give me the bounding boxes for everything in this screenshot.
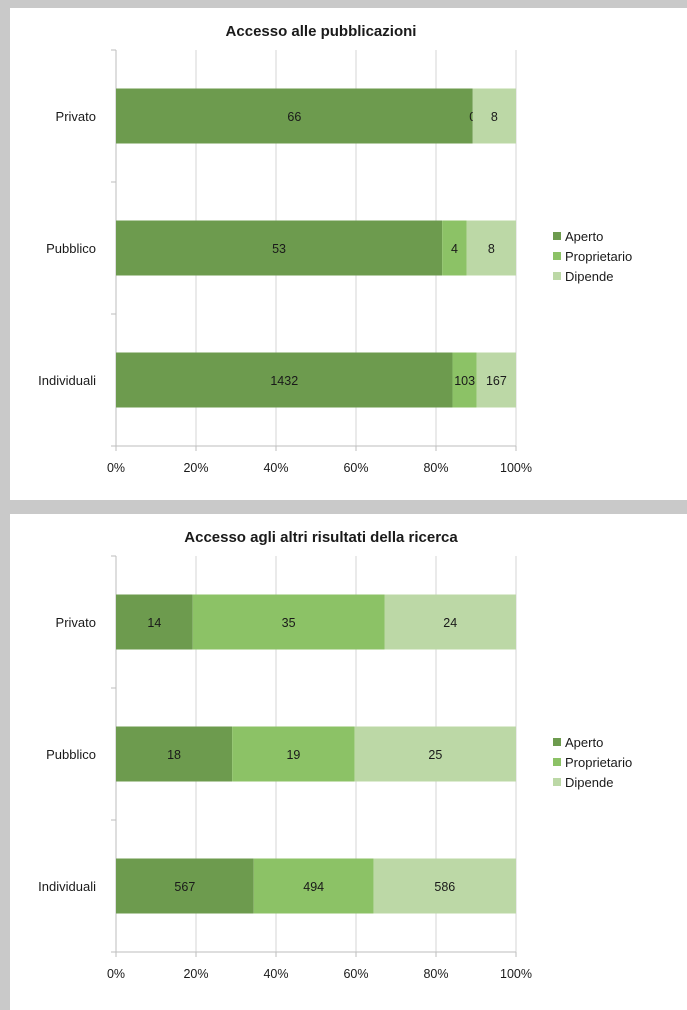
- bar-segment-proprietario: [442, 220, 467, 276]
- data-label: 8: [491, 110, 498, 124]
- data-label: 8: [488, 242, 495, 256]
- legend-label: Dipende: [565, 775, 613, 790]
- legend-swatch: [553, 758, 561, 766]
- data-label: 1432: [270, 374, 298, 388]
- legend-swatch: [553, 252, 561, 260]
- x-tick-label: 40%: [263, 967, 288, 981]
- legend-swatch: [553, 272, 561, 280]
- bar-segment-aperto: [116, 726, 233, 782]
- data-label: 567: [174, 880, 195, 894]
- x-tick-label: 0%: [107, 461, 125, 475]
- legend-label: Dipende: [565, 269, 613, 284]
- legend-swatch: [553, 232, 561, 240]
- bar-segment-dipende: [373, 858, 516, 914]
- data-label: 35: [282, 616, 296, 630]
- data-label: 14: [147, 616, 161, 630]
- data-label: 66: [287, 110, 301, 124]
- x-tick-label: 100%: [500, 461, 532, 475]
- x-tick-label: 100%: [500, 967, 532, 981]
- bar-segment-aperto: [116, 88, 473, 144]
- x-tick-label: 60%: [343, 967, 368, 981]
- chart-title: Accesso alle pubblicazioni: [226, 23, 417, 40]
- chart-publications: Accesso alle pubblicazioni 0% 20% 40% 60% 80%…: [38, 23, 632, 475]
- legend-swatch: [553, 738, 561, 746]
- legend-label: Proprietario: [565, 249, 632, 264]
- chart-panel-publications: Accesso alle pubblicazioni 0% 20% 40% 60% 80%…: [10, 8, 687, 500]
- x-tick-label: 80%: [423, 461, 448, 475]
- category-label: Pubblico: [46, 241, 96, 256]
- category-label: Privato: [56, 109, 96, 124]
- x-tick-label: 40%: [263, 461, 288, 475]
- bar-segment-dipende: [472, 88, 516, 144]
- bar-segment-dipende: [466, 220, 516, 276]
- data-label: 53: [272, 242, 286, 256]
- data-label: 167: [486, 374, 507, 388]
- bar-segment-proprietario: [232, 726, 355, 782]
- bar-segment-dipende: [476, 352, 516, 408]
- category-label: Individuali: [38, 879, 96, 894]
- data-label: 4: [451, 242, 458, 256]
- chart-title: Accesso agli altri risultati della ricer…: [184, 529, 458, 546]
- data-label: 24: [443, 616, 457, 630]
- bar-segment-proprietario: [452, 352, 477, 408]
- legend-label: Proprietario: [565, 755, 632, 770]
- legend-label: Aperto: [565, 735, 603, 750]
- x-tick-label: 20%: [183, 967, 208, 981]
- bar-segment-aperto: [116, 858, 254, 914]
- data-label: 25: [428, 748, 442, 762]
- category-label: Pubblico: [46, 747, 96, 762]
- data-label: 18: [167, 748, 181, 762]
- bar-segment-dipende: [354, 726, 516, 782]
- data-label: 494: [303, 880, 324, 894]
- legend-label: Aperto: [565, 229, 603, 244]
- x-tick-label: 60%: [343, 461, 368, 475]
- bar-segment-proprietario: [253, 858, 374, 914]
- bar-segment-aperto: [116, 594, 193, 650]
- category-label: Privato: [56, 615, 96, 630]
- chart-panel-other-results: Accesso agli altri risultati della ricer…: [10, 514, 687, 1010]
- x-tick-label: 0%: [107, 967, 125, 981]
- bar-segment-aperto: [116, 220, 443, 276]
- legend-swatch: [553, 778, 561, 786]
- bar-segment-aperto: [116, 352, 453, 408]
- chart-other-results: Accesso agli altri risultati della ricer…: [38, 529, 632, 981]
- data-label: 103: [454, 374, 475, 388]
- bar-segment-proprietario: [192, 594, 385, 650]
- x-tick-label: 20%: [183, 461, 208, 475]
- bar-segment-dipende: [384, 594, 516, 650]
- data-label: 586: [434, 880, 455, 894]
- x-tick-label: 80%: [423, 967, 448, 981]
- category-label: Individuali: [38, 373, 96, 388]
- data-label: 19: [286, 748, 300, 762]
